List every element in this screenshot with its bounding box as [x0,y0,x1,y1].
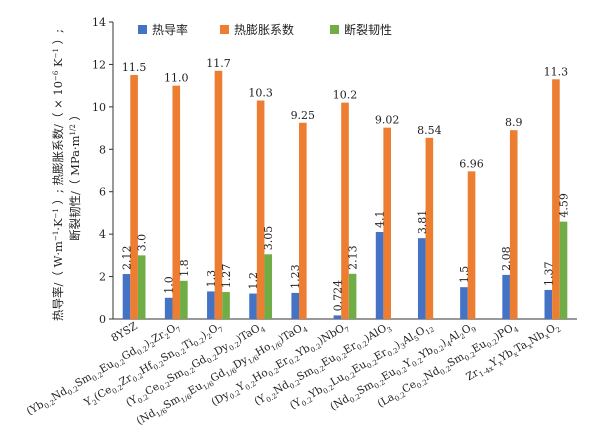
y-axis-label-line-1: 热导率/（ W·m−1·K−1 ）; 热膨胀系数/（ × 10−6 K−1 ）; [51,29,65,321]
bar-series-1-cat-10 [552,79,560,320]
data-label: 11.0 [164,72,189,85]
legend-swatch [330,25,339,34]
bar-series-1-cat-7 [425,137,434,319]
data-label: 1.23 [289,264,302,289]
data-label: 3.05 [262,226,275,251]
y-axis-label: 热导率/（ W·m−1·K−1 ）; 热膨胀系数/（ × 10−6 K−1 ）;… [51,29,82,321]
bar-series-0-cat-7 [417,238,426,319]
bar-series-0-cat-5 [333,315,342,319]
legend-label: 热导率 [152,22,188,37]
bar-series-0-cat-3 [249,293,257,319]
data-label: 1.8 [178,259,191,277]
data-label: 11.5 [122,61,147,74]
bar-series-2-cat-3 [264,254,273,319]
y-tick-label: 6 [99,186,106,199]
bar-series-0-cat-4 [291,292,300,319]
bar-series-0-cat-10 [544,289,553,319]
bar-series-1-cat-3 [256,100,265,319]
y-tick-label: 0 [99,313,106,326]
data-label: 2.13 [347,245,360,270]
data-labels: 2.12 1.0 1.3 1.2 1.23 0.724 4.1 3.81 1.5 2.08 1.37… [120,57,570,312]
data-label: 10.3 [248,86,273,99]
bar-series-1-cat-8 [467,171,476,319]
data-label: 0.724 [331,280,344,312]
y-tick-label: 10 [92,101,106,114]
axes: 0 2 4 6 8 10 12 14 [92,16,577,326]
data-label: 10.2 [333,89,358,102]
y-tick-label: 14 [92,16,106,29]
data-label: 8.54 [417,124,442,137]
bar-series-0-cat-8 [460,287,468,319]
bar-series-1-cat-1 [172,85,181,320]
bar-series-1-cat-0 [130,75,138,320]
data-label: 1.0 [163,276,176,294]
legend-label: 断裂韧性 [344,22,392,37]
legend-swatch [220,25,229,34]
bar-series-0-cat-0 [122,274,131,319]
bar-series-0-cat-9 [502,274,510,319]
legend: 热导率 热膨胀系数 断裂韧性 [138,22,392,37]
data-label: 1.5 [458,266,471,284]
bar-series-0-cat-1 [164,297,173,319]
data-label: 1.2 [247,272,260,290]
bar-series-1-cat-4 [299,122,307,320]
data-label: 9.25 [291,109,316,122]
data-label: 1.37 [542,261,555,286]
bar-series-1-cat-5 [341,102,349,319]
data-label: 2.12 [120,246,133,271]
data-label: 1.27 [220,264,233,289]
y-tick-label: 2 [99,271,106,284]
bar-series-2-cat-5 [348,273,357,319]
legend-label: 热膨胀系数 [234,22,294,37]
bar-series-2-cat-0 [137,255,146,319]
category-label: 8YSZ [109,320,139,344]
data-label: 4.1 [374,211,387,229]
bar-series-2-cat-1 [180,280,188,319]
bar-series-2-cat-2 [222,292,230,319]
category-labels: 8YSZ(Yb0.2Nd0.2Sm0.2Eu0.2Gd0.2)2Zr2O7Y2(… [25,320,563,427]
bar-series-1-cat-9 [509,130,518,319]
data-label: 2.08 [500,246,513,271]
bar-series-0-cat-6 [375,232,384,319]
bar-series-2-cat-10 [559,221,568,319]
y-tick-label: 4 [99,228,106,241]
bars [122,70,568,320]
y-tick-label: 12 [92,58,106,71]
data-label: 8.9 [505,116,523,129]
y-tick-label: 8 [99,143,106,156]
y-axis-label-line-2: 断裂韧性/（ MPa·m1/2 ） [68,109,82,241]
bar-series-0-cat-2 [207,291,215,319]
data-label: 11.3 [544,65,569,78]
data-label: 1.3 [205,270,218,288]
data-label: 11.7 [206,57,231,70]
data-label: 3.81 [416,210,429,235]
data-label: 9.02 [375,114,400,127]
data-label: 4.59 [558,193,571,218]
data-label: 3.0 [136,234,149,252]
data-label: 6.96 [459,157,484,170]
bar-series-1-cat-2 [214,70,223,320]
legend-swatch [138,25,147,34]
bar-series-1-cat-6 [383,127,391,319]
